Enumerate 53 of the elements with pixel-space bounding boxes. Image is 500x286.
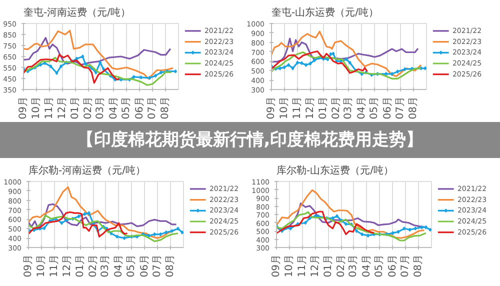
text: 【印度棉花期货最新行情,印度棉花费用走势】	[76, 129, 424, 152]
x-tick-label: 03月	[100, 254, 112, 278]
x-tick-label: 07月	[147, 96, 158, 120]
x-tick-label: 11月	[296, 254, 308, 278]
x-tick-label: 11月	[48, 254, 60, 278]
x-tick-label: 01月	[318, 96, 329, 120]
chart-title: 库尔勒-山东运费（元/吨）	[276, 164, 394, 176]
x-tick-label: 03月	[343, 96, 354, 120]
x-tick-label: 01月	[74, 254, 86, 278]
x-tick-label: 03月	[95, 96, 106, 120]
x-tick-label: 10月	[36, 254, 47, 278]
x-tick-label: 05月	[369, 96, 380, 120]
x-tick-label: 07月	[400, 254, 412, 278]
x-tick-label: 07月	[395, 96, 406, 120]
chart-title: 奎屯-山东运费（元/吨）	[272, 6, 378, 18]
x-tick-label: 04月	[113, 254, 124, 278]
x-tick-label: 09月	[271, 254, 282, 278]
x-tick-label: 08月	[165, 254, 176, 278]
x-tick-label: 05月	[121, 96, 132, 120]
x-tick-label: 02月	[88, 254, 100, 278]
x-tick-label: 06月	[139, 254, 150, 278]
chart-title: 奎屯-河南运费（元/吨）	[24, 6, 130, 18]
x-tick-label: 08月	[408, 96, 420, 120]
x-tick-label: 10月	[30, 96, 42, 120]
x-tick-label: 10月	[284, 254, 295, 278]
x-tick-label: 02月	[83, 96, 94, 120]
x-tick-label: 12月	[310, 254, 321, 278]
x-tick-label: 10月	[278, 96, 290, 120]
x-tick-label: 01月	[322, 254, 334, 278]
x-tick-label: 02月	[331, 96, 342, 120]
x-tick-label: 08月	[160, 96, 172, 120]
x-tick-label: 06月	[134, 96, 146, 120]
x-tick-label: 09月	[266, 96, 277, 120]
x-tick-label: 12月	[62, 254, 73, 278]
x-tick-label: 04月	[361, 254, 372, 278]
x-tick-label: 09月	[23, 254, 34, 278]
x-tick-label: 12月	[56, 96, 68, 120]
x-tick-label: 09月	[18, 96, 29, 120]
x-tick-label: 05月	[126, 254, 138, 278]
x-tick-label: 11月	[44, 96, 55, 120]
x-tick-label: 03月	[348, 254, 360, 278]
x-tick-label: 02月	[336, 254, 348, 278]
x-tick-label: 04月	[356, 96, 368, 120]
x-tick-label: 05月	[374, 254, 386, 278]
chart-title: 库尔勒-河南运费（元/吨）	[28, 164, 146, 176]
x-tick-label: 06月	[382, 96, 394, 120]
x-tick-label: 04月	[108, 96, 120, 120]
x-tick-label: 01月	[70, 96, 81, 120]
x-tick-label: 06月	[387, 254, 398, 278]
x-tick-label: 11月	[292, 96, 303, 120]
x-tick-label: 07月	[152, 254, 164, 278]
x-tick-label: 08月	[413, 254, 424, 278]
x-tick-label: 12月	[304, 96, 316, 120]
